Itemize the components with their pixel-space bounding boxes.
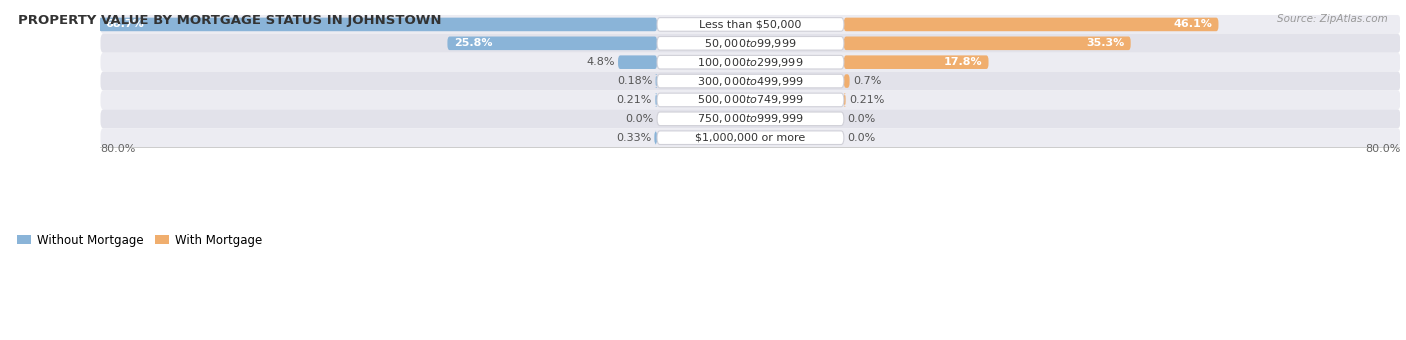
FancyBboxPatch shape <box>100 72 1400 90</box>
FancyBboxPatch shape <box>447 36 657 50</box>
Text: 68.7%: 68.7% <box>105 19 145 30</box>
FancyBboxPatch shape <box>844 55 988 69</box>
Text: 35.3%: 35.3% <box>1085 38 1125 48</box>
Text: 17.8%: 17.8% <box>943 57 981 67</box>
FancyBboxPatch shape <box>844 74 849 88</box>
Text: 80.0%: 80.0% <box>100 144 136 154</box>
Text: 0.21%: 0.21% <box>617 95 652 105</box>
FancyBboxPatch shape <box>655 93 658 107</box>
FancyBboxPatch shape <box>657 36 844 50</box>
FancyBboxPatch shape <box>100 109 1400 128</box>
Text: 4.8%: 4.8% <box>586 57 614 67</box>
Text: 0.0%: 0.0% <box>848 133 876 143</box>
Text: $500,000 to $749,999: $500,000 to $749,999 <box>697 94 804 106</box>
FancyBboxPatch shape <box>657 18 844 31</box>
Text: 0.33%: 0.33% <box>616 133 651 143</box>
Text: 0.0%: 0.0% <box>848 114 876 124</box>
Text: $100,000 to $299,999: $100,000 to $299,999 <box>697 56 804 69</box>
FancyBboxPatch shape <box>619 55 657 69</box>
Legend: Without Mortgage, With Mortgage: Without Mortgage, With Mortgage <box>11 229 267 251</box>
Text: $1,000,000 or more: $1,000,000 or more <box>696 133 806 143</box>
FancyBboxPatch shape <box>100 90 1400 109</box>
FancyBboxPatch shape <box>100 128 1400 147</box>
Text: PROPERTY VALUE BY MORTGAGE STATUS IN JOHNSTOWN: PROPERTY VALUE BY MORTGAGE STATUS IN JOH… <box>18 14 441 27</box>
FancyBboxPatch shape <box>657 74 844 88</box>
FancyBboxPatch shape <box>100 34 1400 53</box>
FancyBboxPatch shape <box>98 18 657 31</box>
Text: $750,000 to $999,999: $750,000 to $999,999 <box>697 112 804 125</box>
FancyBboxPatch shape <box>657 93 844 107</box>
FancyBboxPatch shape <box>657 55 844 69</box>
Text: 46.1%: 46.1% <box>1173 19 1212 30</box>
Text: 0.0%: 0.0% <box>626 114 654 124</box>
FancyBboxPatch shape <box>655 74 658 88</box>
Text: 0.21%: 0.21% <box>849 95 884 105</box>
FancyBboxPatch shape <box>100 53 1400 72</box>
Text: Source: ZipAtlas.com: Source: ZipAtlas.com <box>1277 14 1388 23</box>
FancyBboxPatch shape <box>844 18 1219 31</box>
Text: 80.0%: 80.0% <box>1365 144 1400 154</box>
FancyBboxPatch shape <box>844 36 1130 50</box>
Text: 0.7%: 0.7% <box>853 76 882 86</box>
FancyBboxPatch shape <box>100 15 1400 34</box>
FancyBboxPatch shape <box>657 131 844 144</box>
FancyBboxPatch shape <box>654 131 657 144</box>
Text: Less than $50,000: Less than $50,000 <box>699 19 801 30</box>
FancyBboxPatch shape <box>657 112 844 125</box>
Text: $300,000 to $499,999: $300,000 to $499,999 <box>697 74 804 88</box>
Text: $50,000 to $99,999: $50,000 to $99,999 <box>704 37 797 50</box>
Text: 25.8%: 25.8% <box>454 38 492 48</box>
FancyBboxPatch shape <box>844 93 846 107</box>
Text: 0.18%: 0.18% <box>617 76 652 86</box>
